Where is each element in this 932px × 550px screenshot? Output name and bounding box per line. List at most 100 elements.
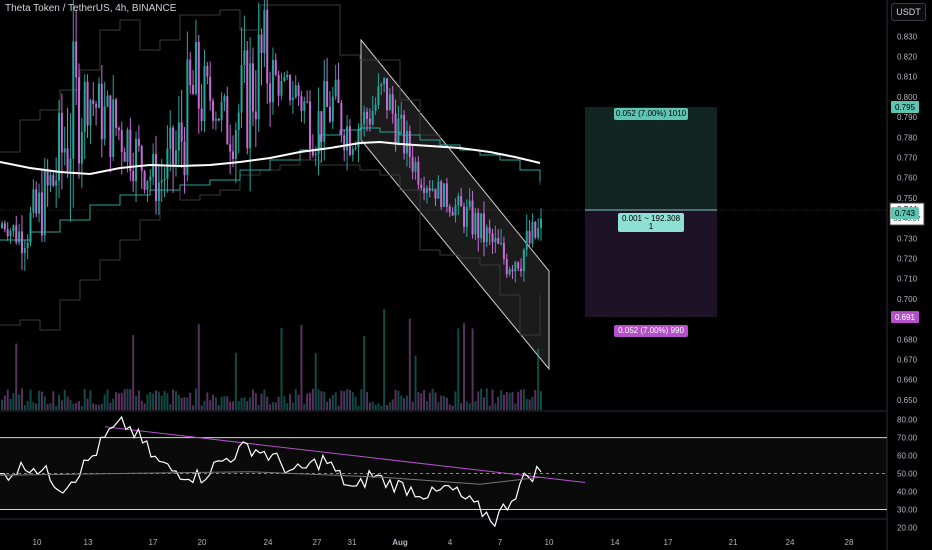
candle-body	[294, 85, 297, 98]
candle-body	[457, 196, 460, 206]
candle-body	[366, 111, 369, 119]
volume-bar	[269, 404, 272, 410]
volume-bar	[249, 397, 252, 410]
candle-body	[482, 213, 485, 243]
candle-body	[186, 59, 189, 176]
candle-body	[203, 65, 206, 122]
volume-bar	[251, 389, 254, 410]
volume-bar	[146, 394, 149, 410]
stop-label-bg[interactable]	[614, 325, 688, 337]
volume-bar	[254, 393, 257, 410]
candle-body	[280, 80, 283, 96]
volume-bar	[63, 389, 66, 410]
stop-price-tag-bg	[891, 311, 919, 324]
volume-bar	[494, 403, 497, 410]
candle-body	[200, 108, 203, 122]
volume-bar	[360, 389, 363, 410]
candle-body	[394, 113, 397, 145]
candle-body	[183, 141, 186, 176]
target-label-bg[interactable]	[614, 108, 688, 120]
time-tick-label: 24	[786, 538, 795, 547]
candle-body	[60, 112, 63, 153]
candle-body	[223, 96, 226, 102]
volume-bar	[169, 404, 172, 410]
candle-body	[155, 154, 157, 201]
volume-bar	[58, 394, 61, 410]
volume-bar	[434, 392, 437, 410]
candle-body	[75, 41, 78, 78]
candle-body	[1, 223, 3, 229]
volume-bar	[354, 396, 357, 410]
target-zone[interactable]	[585, 107, 717, 211]
entry-label-bg[interactable]	[618, 213, 684, 232]
volume-bar	[172, 389, 175, 410]
volume-bar	[18, 394, 21, 410]
volume-bar	[263, 389, 266, 410]
volume-bar	[517, 391, 520, 410]
volume-bar	[468, 403, 471, 410]
candle-body	[46, 170, 49, 186]
volume-bar	[103, 394, 106, 410]
candle-body	[497, 237, 500, 244]
candle-body	[172, 127, 175, 165]
candle-body	[83, 81, 86, 132]
candle-body	[15, 225, 18, 243]
candle-body	[266, 9, 269, 84]
candle-body	[423, 187, 426, 194]
candle-body	[388, 94, 391, 111]
currency-button[interactable]: USDT	[891, 3, 926, 21]
candle-body	[502, 243, 505, 260]
candle-body	[12, 225, 15, 232]
volume-bar	[280, 327, 283, 410]
candle-body	[517, 262, 520, 269]
candle-body	[477, 212, 480, 239]
rsi-trendline[interactable]	[104, 426, 586, 483]
price-tick-label: 0.710	[897, 275, 918, 284]
candle-body	[137, 138, 140, 147]
candle-body	[317, 111, 320, 154]
volume-bar	[163, 390, 166, 410]
candle-body	[437, 181, 440, 199]
volume-bar	[89, 390, 92, 410]
volume-bar	[177, 394, 180, 410]
candle-body	[445, 183, 448, 207]
volume-bar	[180, 397, 183, 410]
candle-body	[149, 176, 152, 181]
volume-bar	[448, 404, 451, 410]
candle-body	[271, 60, 274, 103]
time-tick-label: 17	[664, 538, 673, 547]
candle-body	[40, 192, 43, 236]
volume-bar	[60, 400, 63, 410]
price-tick-label: 0.660	[897, 376, 918, 385]
volume-bar	[189, 392, 192, 410]
price-tick-label: 0.820	[897, 53, 918, 62]
volume-bar	[20, 388, 23, 410]
volume-bar	[457, 328, 460, 410]
candle-body	[3, 223, 6, 230]
volume-bar	[126, 388, 129, 410]
candle-body	[249, 63, 252, 149]
candle-body	[240, 65, 243, 113]
volume-bar	[260, 393, 263, 410]
time-tick-label: 13	[84, 538, 93, 547]
candle-body	[303, 101, 306, 111]
entry-label-line: 1	[649, 222, 654, 231]
volume-bar	[26, 400, 29, 410]
candle-body	[143, 171, 146, 190]
volume-bar	[471, 328, 474, 410]
rsi-tick-label: 60.00	[897, 452, 918, 461]
volume-bar	[157, 391, 160, 410]
candle-body	[414, 161, 417, 172]
volume-bar	[337, 405, 340, 410]
volume-bar	[240, 398, 243, 410]
symbol-title[interactable]: Theta Token / TetherUS, 4h, BINANCE	[5, 3, 177, 14]
candle-body	[166, 148, 169, 179]
volume-bar	[200, 405, 203, 410]
candle-body	[232, 151, 234, 159]
rsi-tick-label: 30.00	[897, 505, 918, 514]
volume-bar	[246, 401, 249, 410]
volume-bar	[1, 399, 3, 410]
candle-body	[340, 102, 343, 136]
volume-bar	[9, 398, 12, 410]
